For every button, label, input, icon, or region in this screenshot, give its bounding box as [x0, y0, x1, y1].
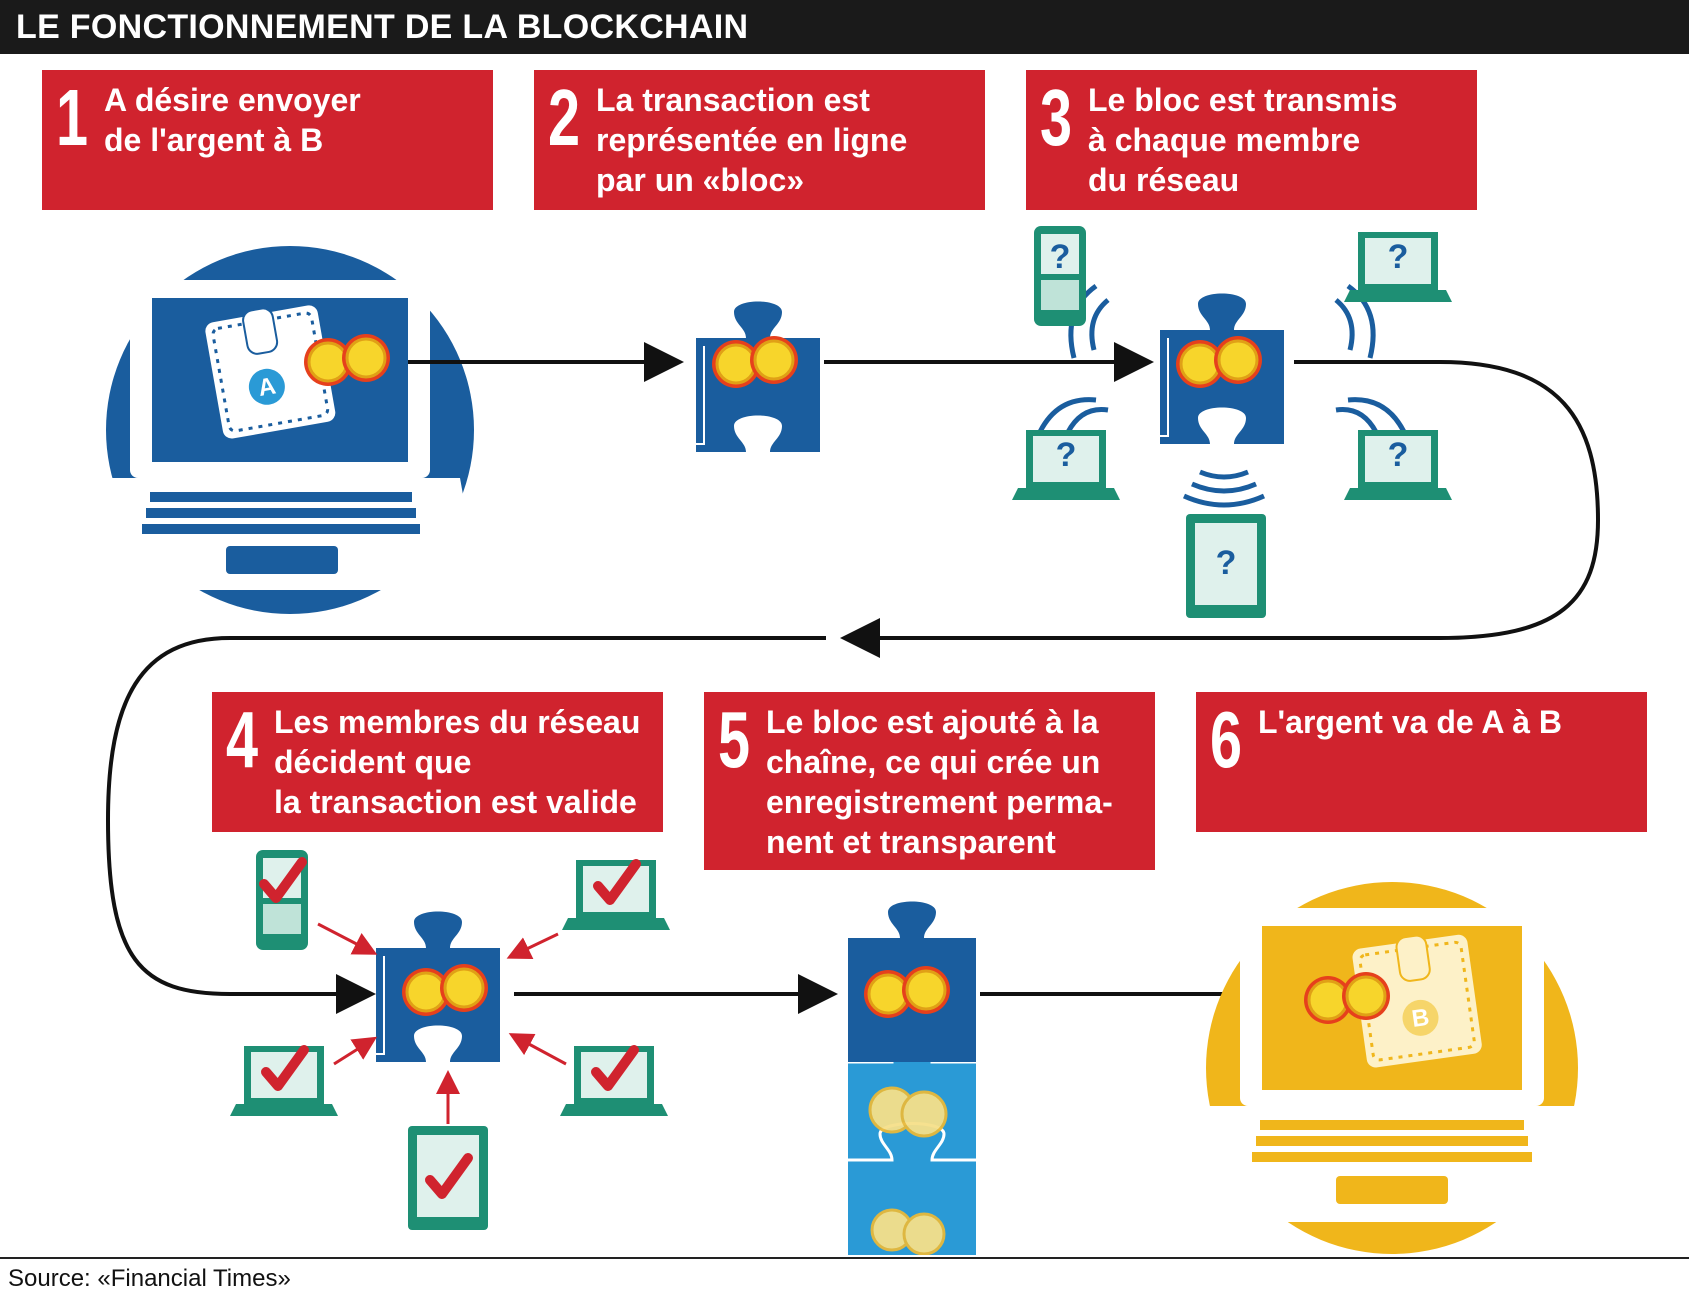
- question-mark-phone: ?: [1050, 238, 1071, 276]
- step-text: Les membres du réseau décident que la tr…: [274, 704, 641, 820]
- question-mark-laptop-top: ?: [1388, 238, 1409, 276]
- step-text: Le bloc est ajouté à la chaîne, ce qui c…: [766, 704, 1113, 860]
- question-mark-laptop-left: ?: [1056, 436, 1077, 474]
- step-text: La transaction est représentée en ligne …: [596, 82, 908, 198]
- page-title: LE FONCTIONNEMENT DE LA BLOCKCHAIN: [0, 0, 1689, 54]
- block-puzzle-icon: [695, 300, 821, 453]
- step-text: Le bloc est transmis à chaque membre du …: [1088, 82, 1398, 198]
- step-text: L'argent va de A à B: [1258, 704, 1562, 740]
- step-number: 2: [548, 73, 581, 162]
- question-mark-laptop-right: ?: [1388, 436, 1409, 474]
- step-number: 6: [1210, 695, 1243, 784]
- step-number: 4: [226, 695, 259, 784]
- step-number: 1: [56, 73, 89, 162]
- wallet-a-label: A: [256, 372, 278, 402]
- wallet-a-icon: A: [203, 303, 338, 441]
- step-5: 5 Le bloc est ajouté à la chaîne, ce qui…: [704, 692, 1155, 870]
- flow-arrows: [105, 342, 1601, 1014]
- question-mark-tablet: ?: [1216, 544, 1237, 582]
- step-3: 3 Le bloc est transmis à chaque membre d…: [1026, 70, 1477, 210]
- step-number: 5: [718, 695, 751, 784]
- step-4: 4 Les membres du réseau décident que la …: [212, 692, 663, 832]
- step-1: 1 A désire envoyer de l'argent à B: [42, 70, 493, 210]
- block-validation-icon: [230, 850, 670, 1230]
- source-credit: Source: «Financial Times»: [8, 1265, 291, 1292]
- blockchain-chain-icon: [848, 901, 976, 1255]
- blockchain-diagram: A ? ? ? ?: [80, 226, 1601, 1255]
- step-2: 2 La transaction est représentée en lign…: [534, 70, 985, 210]
- block-broadcast-icon: ? ? ? ? ?: [1012, 226, 1452, 618]
- footer-divider: [0, 1257, 1689, 1259]
- wallet-b-label: B: [1410, 1004, 1431, 1033]
- step-number: 3: [1040, 73, 1073, 162]
- step-6: 6 L'argent va de A à B: [1196, 692, 1647, 832]
- laptop-b-icon: B: [1190, 882, 1594, 1254]
- laptop-a-icon: A: [80, 246, 480, 614]
- step-text: A désire envoyer de l'argent à B: [104, 82, 361, 158]
